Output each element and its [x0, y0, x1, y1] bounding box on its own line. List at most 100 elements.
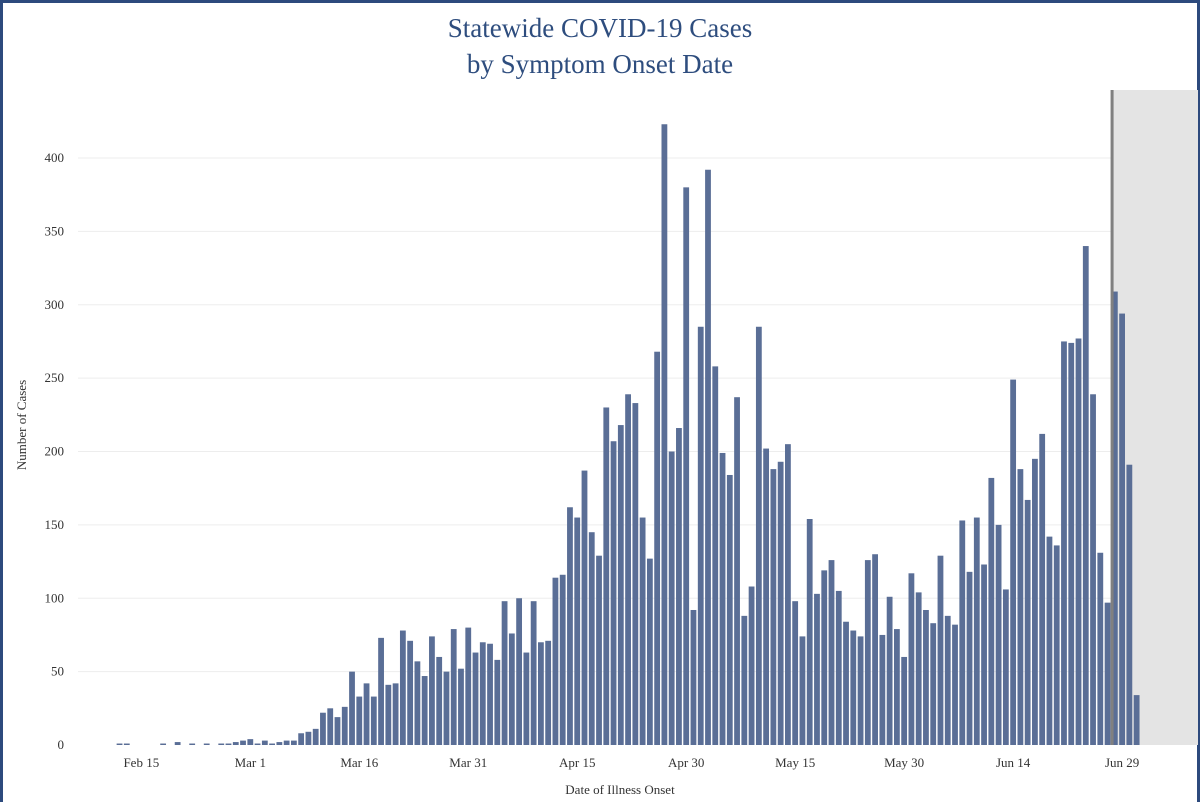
bar-2020-05-08 [741, 615, 748, 745]
bar-2020-05-24 [857, 636, 864, 745]
bar-2020-04-23 [632, 403, 639, 745]
bar-2020-06-07 [959, 520, 966, 745]
bar-2020-07-01 [1133, 695, 1140, 746]
x-tick-label-7: May 30 [884, 755, 924, 770]
bar-2020-03-06 [283, 740, 290, 745]
bar-2020-05-10 [755, 326, 762, 745]
bar-2020-03-19 [378, 637, 384, 745]
bar-2020-06-10 [981, 564, 987, 745]
y-tick-label-2: 100 [45, 590, 65, 605]
bar-2020-06-06 [952, 624, 958, 745]
bar-2020-06-15 [1017, 469, 1024, 745]
bar-2020-06-11 [988, 477, 995, 745]
bar-2020-05-05 [719, 452, 726, 745]
bar-2020-05-22 [843, 621, 849, 745]
bar-2020-05-04 [712, 366, 719, 745]
bar-2020-04-07 [516, 598, 523, 745]
y-tick-label-5: 250 [45, 370, 65, 385]
bar-2020-03-12 [327, 708, 334, 745]
bar-2020-02-29 [240, 740, 246, 745]
bar-2020-03-02 [254, 743, 261, 745]
bar-2020-05-20 [828, 560, 835, 746]
bar-2020-04-15 [574, 517, 581, 745]
y-tick-label-1: 50 [51, 664, 64, 679]
bar-2020-03-04 [269, 743, 275, 745]
y-axis-label: Number of Cases [14, 380, 29, 470]
bar-2020-03-16 [356, 696, 363, 745]
bar-2020-04-12 [552, 577, 559, 745]
bar-2020-02-28 [232, 742, 239, 746]
bar-2020-03-03 [261, 740, 268, 745]
bar-2020-06-02 [923, 609, 929, 745]
bar-2020-04-03 [487, 643, 493, 745]
x-tick-label-3: Mar 31 [449, 755, 487, 770]
bar-2020-03-17 [363, 683, 370, 745]
bar-2020-06-17 [1032, 458, 1038, 745]
bar-2020-05-06 [726, 474, 733, 745]
bar-2020-06-20 [1053, 545, 1060, 745]
bar-2020-04-21 [617, 425, 624, 745]
bar-2020-04-13 [559, 574, 566, 745]
bar-2020-05-21 [835, 590, 842, 745]
bar-2020-02-22 [189, 743, 196, 745]
bar-2020-02-26 [218, 743, 225, 745]
bar-2020-04-06 [508, 633, 515, 745]
bar-2020-05-11 [763, 448, 770, 745]
chart-title-line-2: by Symptom Onset Date [466, 49, 734, 79]
bar-2020-06-05 [944, 615, 951, 745]
bar-2020-06-12 [995, 524, 1002, 746]
shaded-region [1111, 90, 1198, 745]
bar-2020-03-31 [465, 627, 472, 745]
bar-2020-05-13 [777, 461, 784, 745]
bar-2020-04-28 [668, 451, 675, 745]
x-tick-label-0: Feb 15 [123, 755, 159, 770]
bar-2020-02-12 [116, 743, 123, 745]
bar-2020-04-04 [494, 659, 501, 745]
bar-2020-02-20 [174, 742, 181, 746]
bar-2020-03-10 [312, 728, 319, 745]
bar-2020-03-08 [298, 733, 305, 745]
y-tick-label-4: 200 [45, 444, 65, 459]
bar-2020-03-11 [320, 712, 326, 746]
bar-2020-06-18 [1039, 433, 1046, 745]
bar-2020-04-08 [523, 652, 530, 745]
bar-2020-06-01 [915, 592, 922, 745]
bar-2020-03-25 [421, 676, 428, 745]
bar-2020-03-26 [429, 636, 435, 745]
bar-2020-03-23 [407, 640, 414, 745]
x-tick-label-6: May 15 [775, 755, 815, 770]
bar-2020-06-04 [937, 555, 944, 745]
bar-2020-06-03 [930, 623, 937, 745]
bar-2020-03-29 [450, 629, 457, 745]
bar-2020-04-27 [661, 124, 668, 745]
bar-2020-06-09 [973, 517, 980, 745]
bar-2020-06-08 [966, 571, 973, 745]
bar-2020-05-17 [806, 519, 813, 745]
bars [116, 124, 1140, 746]
y-tick-labels: 0 50 100 150 200 250 300 350 400 [45, 150, 65, 752]
bar-2020-04-01 [472, 652, 479, 745]
bar-2020-04-16 [581, 470, 588, 745]
bar-2020-04-02 [479, 642, 486, 745]
x-axis-label: Date of Illness Onset [565, 782, 675, 797]
bar-2020-04-18 [596, 555, 602, 745]
bar-2020-06-26 [1097, 552, 1104, 745]
bar-2020-06-27 [1104, 602, 1111, 745]
bar-2020-02-13 [123, 743, 130, 745]
bar-2020-05-27 [879, 634, 886, 745]
chart-title: Statewide COVID-19 Cases by Symptom Onse… [0, 10, 1200, 82]
bar-2020-03-05 [276, 742, 283, 746]
bar-2020-06-29 [1119, 313, 1125, 745]
bar-2020-04-26 [654, 351, 661, 745]
x-tick-labels: Feb 15 Mar 1 Mar 16 Mar 31 Apr 15 Apr 30 May 1… [123, 755, 1139, 770]
bar-2020-05-19 [821, 570, 828, 745]
y-tick-label-0: 0 [58, 737, 65, 752]
chart-title-line-1: Statewide COVID-19 Cases [447, 13, 753, 43]
bar-2020-05-03 [705, 169, 711, 746]
bar-2020-04-30 [683, 187, 690, 746]
bar-2020-06-13 [1002, 589, 1009, 745]
bar-2020-03-28 [443, 671, 450, 746]
marker-line [1110, 90, 1114, 745]
